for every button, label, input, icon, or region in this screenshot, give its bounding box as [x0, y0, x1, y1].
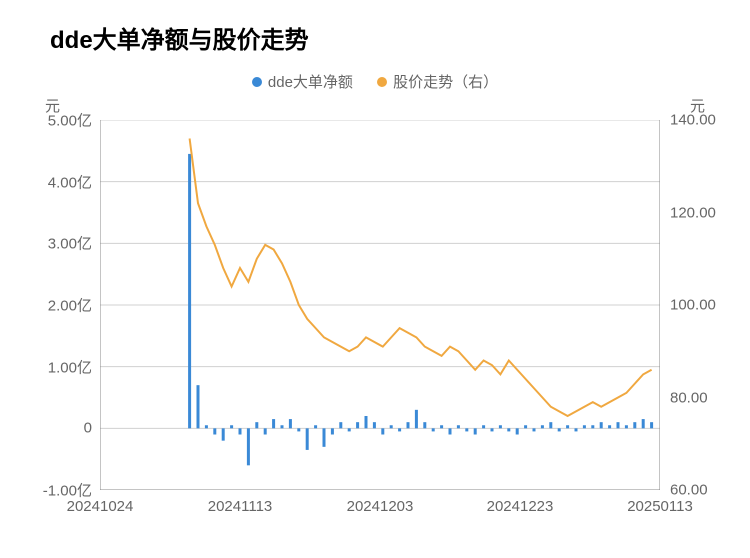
y-left-tick: 3.00亿: [22, 233, 92, 254]
legend-dot-bars: [252, 77, 262, 87]
x-tick: 20241203: [347, 498, 414, 515]
chart-title: dde大单净额与股价走势: [50, 20, 720, 55]
y-right-tick: 120.00: [670, 204, 716, 221]
y-left-tick: 1.00亿: [22, 356, 92, 377]
y-right-tick: 140.00: [670, 112, 716, 129]
chart-legend: dde大单净额 股价走势（右）: [30, 71, 720, 92]
legend-label-bars: dde大单净额: [268, 71, 353, 92]
y-right-tick: 60.00: [670, 482, 708, 499]
legend-item-bars: dde大单净额: [252, 71, 353, 92]
y-left-tick: 0: [22, 420, 92, 437]
y-left-tick: 2.00亿: [22, 295, 92, 316]
x-tick: 20241223: [487, 498, 554, 515]
y-left-tick: 4.00亿: [22, 171, 92, 192]
plot-area: [100, 120, 660, 490]
x-tick: 20241113: [208, 498, 273, 515]
legend-label-line: 股价走势（右）: [393, 71, 498, 92]
chart-svg: [100, 120, 660, 490]
legend-dot-line: [377, 77, 387, 87]
chart-container: dde大单净额与股价走势 dde大单净额 股价走势（右） 元 元 5.00亿4.…: [0, 0, 750, 558]
y-left-tick: 5.00亿: [22, 110, 92, 131]
x-tick: 20241024: [67, 498, 134, 515]
y-right-tick: 80.00: [670, 389, 708, 406]
x-tick: 20250113: [627, 498, 693, 515]
legend-item-line: 股价走势（右）: [377, 71, 498, 92]
y-right-tick: 100.00: [670, 297, 716, 314]
